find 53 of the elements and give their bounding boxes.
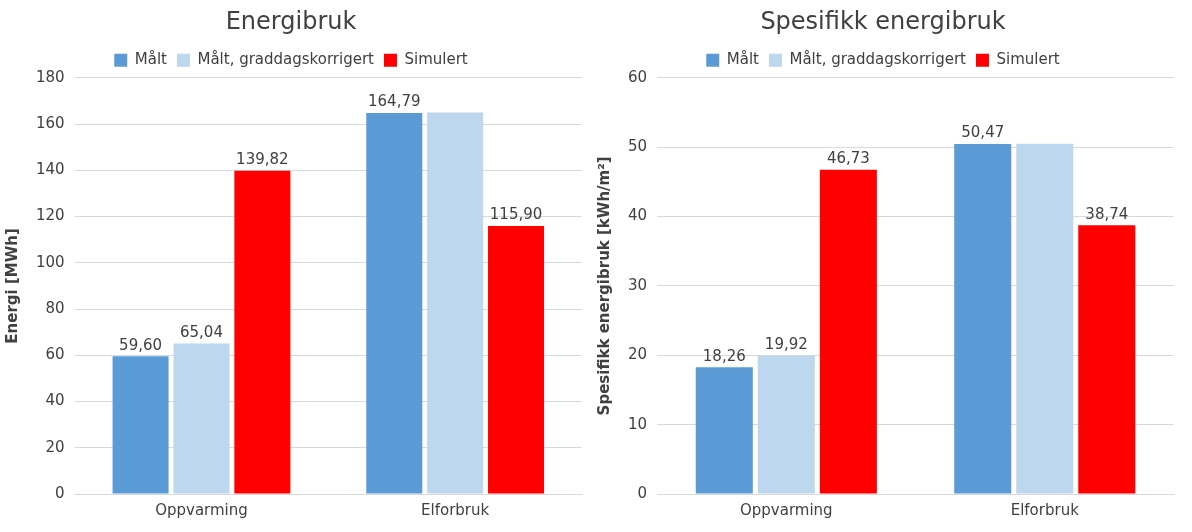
x-tick-label: Oppvarming (155, 500, 248, 519)
legend-label: Simulert (996, 50, 1060, 69)
bar (757, 355, 815, 494)
bar (695, 367, 753, 494)
bar (427, 112, 484, 494)
y-tick-label: 10 (627, 414, 648, 433)
x-tick-label: Elforbruk (1010, 500, 1080, 519)
chart-title: Spesifikk energibruk (760, 6, 1006, 35)
data-label: 46,73 (826, 149, 870, 168)
y-tick-label: 20 (45, 437, 65, 456)
y-tick-label: 40 (627, 206, 648, 225)
y-tick-label: 60 (627, 67, 648, 86)
y-tick-label: 100 (35, 252, 65, 271)
data-label: 164,79 (368, 92, 421, 111)
data-label: 18,26 (702, 346, 746, 365)
y-tick-label: 80 (45, 298, 65, 317)
legend-label: Simulert (404, 50, 468, 69)
y-tick-label: 20 (627, 345, 648, 364)
y-tick-label: 120 (35, 206, 65, 225)
y-tick-label: 40 (45, 391, 65, 410)
x-tick-label: Oppvarming (739, 500, 833, 519)
chart-title: Energibruk (225, 6, 357, 35)
bar (1078, 225, 1136, 494)
y-axis-title: Spesifikk energibruk [kWh/m²] (594, 156, 613, 416)
y-tick-label: 0 (637, 483, 648, 502)
y-tick-label: 180 (35, 67, 65, 86)
bar (173, 343, 230, 494)
y-tick-label: 30 (627, 275, 648, 294)
bar (366, 112, 423, 494)
data-label: 38,74 (1085, 204, 1129, 223)
y-tick-label: 60 (45, 345, 65, 364)
bar (1016, 143, 1074, 494)
y-tick-label: 0 (55, 483, 65, 502)
legend-label: Målt (134, 50, 168, 69)
bar (112, 356, 169, 494)
bar (488, 226, 545, 494)
bar (954, 143, 1012, 494)
legend-label: Målt (726, 50, 760, 69)
data-label: 115,90 (489, 205, 543, 224)
data-label: 65,04 (180, 323, 223, 341)
y-tick-label: 50 (627, 137, 648, 156)
y-tick-label: 160 (35, 113, 65, 132)
bar (234, 170, 291, 494)
data-label: 59,60 (119, 335, 163, 354)
legend-label: Målt, graddagskorrigert (197, 50, 375, 69)
bar (819, 169, 877, 494)
y-axis-title: Energi [MWh] (2, 228, 21, 344)
data-label: 19,92 (764, 335, 808, 354)
data-label: 139,82 (236, 150, 289, 169)
x-tick-label: Elforbruk (421, 500, 490, 519)
data-label: 50,47 (961, 123, 1005, 142)
y-tick-label: 140 (35, 160, 65, 179)
legend-label: Målt, graddagskorrigert (789, 50, 967, 69)
